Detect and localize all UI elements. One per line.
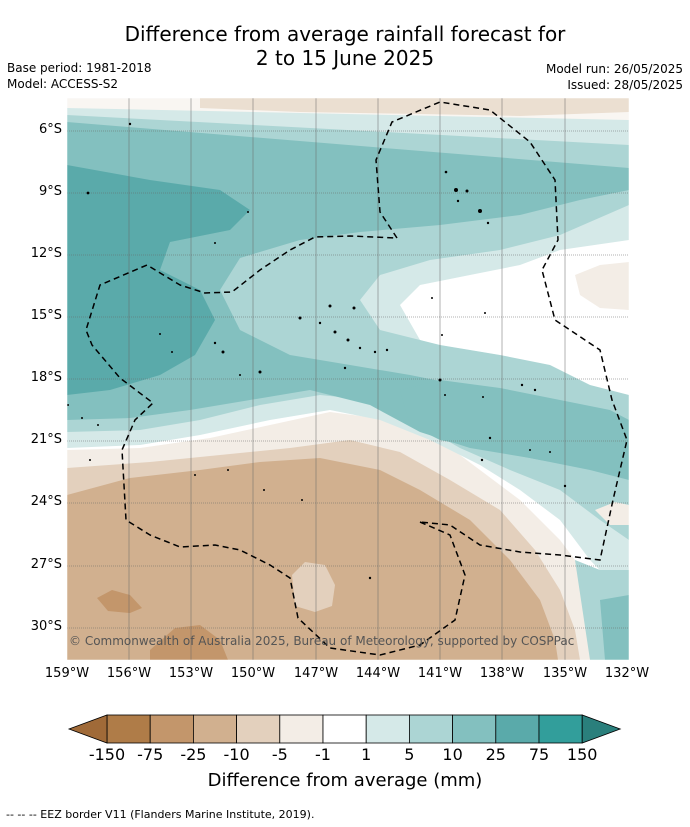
- colorbar: [67, 714, 622, 744]
- meta-left: Base period: 1981-2018 Model: ACCESS-S2: [7, 60, 152, 92]
- lon-label: 153°W: [168, 666, 214, 681]
- lat-label: 21°S: [30, 432, 62, 447]
- graticule: [67, 130, 629, 629]
- dry-east-patch: [575, 262, 629, 310]
- lon-label: 132°W: [604, 666, 650, 681]
- lat-label: 15°S: [30, 308, 62, 323]
- lon-label: 159°W: [44, 666, 90, 681]
- colorbar-tick: -1: [315, 745, 331, 764]
- colorbar-swatch: [192, 714, 237, 744]
- colorbar-tick: 1: [361, 745, 372, 764]
- wet-se-corner-2: [600, 595, 629, 660]
- colorbar-tick: -150: [88, 745, 126, 764]
- colorbar-title: Difference from average (mm): [207, 770, 483, 791]
- lon-label: 144°W: [355, 666, 401, 681]
- lat-label: 9°S: [38, 184, 62, 199]
- lon-label: 135°W: [542, 666, 588, 681]
- title-line-1: Difference from average rainfall forecas…: [124, 22, 566, 46]
- lon-label: 138°W: [479, 666, 525, 681]
- lat-label: 30°S: [30, 619, 62, 634]
- lat-label: 6°S: [38, 122, 62, 137]
- colorbar-tick: 75: [528, 745, 550, 764]
- lat-label: 27°S: [30, 557, 62, 572]
- islands: [67, 122, 567, 580]
- lon-label: 147°W: [293, 666, 339, 681]
- colorbar-tick: 5: [404, 745, 415, 764]
- colorbar-swatch: [495, 714, 540, 744]
- meta-right: Model run: 26/05/2025 Issued: 28/05/2025: [546, 61, 683, 93]
- light-patch: [292, 562, 335, 612]
- map-frame: [66, 97, 630, 661]
- dry-patch-2: [150, 625, 228, 660]
- colorbar-tick: -10: [223, 745, 250, 764]
- wet-region-east-patch: [400, 380, 629, 470]
- lon-label: 141°W: [417, 666, 463, 681]
- model-run: Model run: 26/05/2025: [545, 62, 683, 76]
- colorbar-swatch: [322, 714, 367, 744]
- colorbar-swatch: [365, 714, 410, 744]
- colorbar-under-arrow: [67, 714, 108, 744]
- lat-label: 12°S: [30, 246, 62, 261]
- colorbar-tick: 150: [566, 745, 598, 764]
- map-contours: [67, 98, 629, 660]
- copyright-notice: © Commonwealth of Australia 2025, Bureau…: [69, 634, 575, 648]
- colorbar-swatch: [538, 714, 583, 744]
- model-name: Model: ACCESS-S2: [7, 77, 119, 91]
- colorbar-swatch: [279, 714, 324, 744]
- dry-east-patch-2: [595, 502, 629, 525]
- colorbar-tick: -75: [137, 745, 164, 764]
- dry-patch-1: [97, 590, 142, 613]
- title-line-2: 2 to 15 June 2025: [255, 46, 435, 70]
- colorbar-tick: -5: [271, 745, 288, 764]
- lon-label: 156°W: [106, 666, 152, 681]
- colorbar-swatch: [408, 714, 453, 744]
- dry-region-main: [67, 458, 558, 660]
- eez-footnote: -- -- -- EEZ border V11 (Flanders Marine…: [6, 808, 315, 821]
- wet-region-75-west: [67, 165, 250, 395]
- colorbar-tick: 25: [485, 745, 506, 764]
- base-period: Base period: 1981-2018: [7, 61, 152, 75]
- colorbar-tick: 10: [442, 745, 463, 764]
- colorbar-over-arrow: [581, 714, 622, 744]
- colorbar-swatch: [106, 714, 151, 744]
- issued-date: Issued: 28/05/2025: [567, 78, 683, 92]
- colorbar-swatch: [149, 714, 194, 744]
- eez-borders: [85, 101, 628, 656]
- lon-label: 150°W: [230, 666, 276, 681]
- colorbar-tick: -25: [180, 745, 207, 764]
- map-title: Difference from average rainfall forecas…: [0, 22, 690, 70]
- colorbar-swatch: [236, 714, 281, 744]
- lat-label: 18°S: [30, 370, 62, 385]
- lat-label: 24°S: [30, 494, 62, 509]
- colorbar-swatch: [452, 714, 497, 744]
